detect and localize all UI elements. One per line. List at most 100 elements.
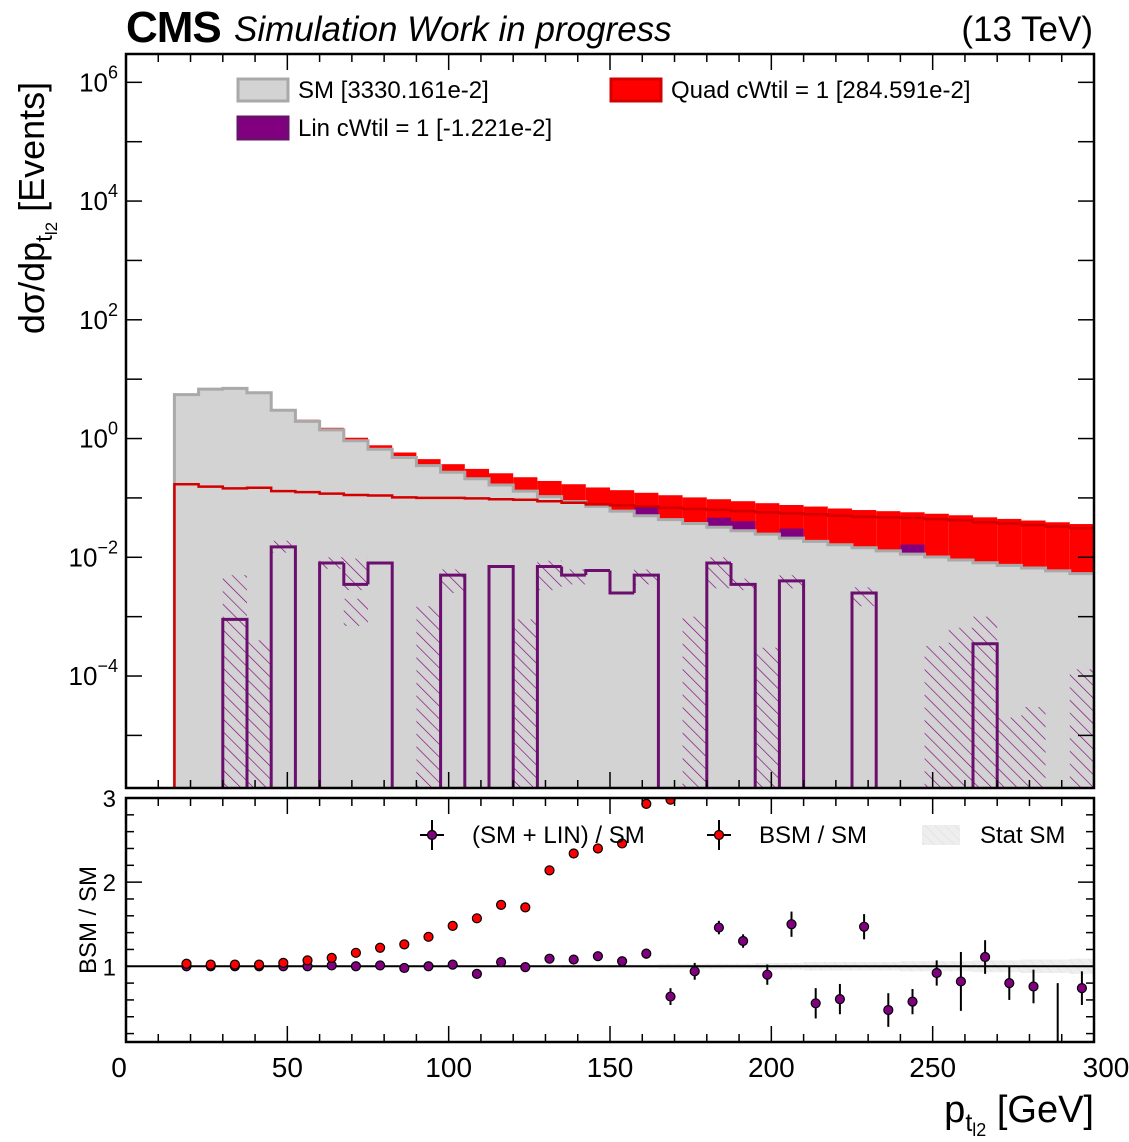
point-lin — [762, 969, 773, 980]
main-panel: 106 104 102 100 10−2 10−4 dσ/dptl2 [Events] SM … — [11, 52, 1096, 790]
lin-stack-bar — [634, 506, 659, 516]
point-lin — [423, 961, 434, 972]
quad-bar — [368, 445, 393, 450]
x-tick-label: 250 — [909, 1052, 956, 1083]
point-lin — [931, 967, 942, 979]
sm-bar — [368, 449, 393, 788]
x-tick-label: 150 — [587, 1052, 634, 1083]
extra-text: Simulation Work in progress — [234, 10, 672, 49]
lin-hatch-box — [440, 569, 465, 594]
point-lin — [665, 991, 676, 1002]
point-bsm — [447, 920, 458, 931]
point-lin — [883, 1004, 894, 1016]
lin-step-line — [632, 573, 660, 788]
point-bsm — [520, 902, 531, 913]
quad-step-line — [173, 482, 1094, 788]
sm-step-line — [172, 386, 1094, 788]
lin-step-line — [705, 561, 731, 788]
lin-hatch-box — [247, 640, 272, 788]
point-bsm — [568, 848, 579, 859]
quad-bar — [489, 473, 514, 486]
lin-hatch-box — [1021, 707, 1046, 788]
point-lin — [689, 966, 700, 977]
quad-bar — [924, 513, 949, 558]
point-lin — [737, 935, 749, 947]
quad-bar — [610, 490, 635, 512]
sm-bar — [561, 501, 587, 788]
point-lin — [568, 954, 579, 965]
y-tick-label: 102 — [79, 300, 118, 335]
sm-bar — [803, 541, 829, 788]
lin-stack-bar — [779, 528, 804, 539]
experiment-label: CMS — [126, 3, 222, 52]
point-bsm — [665, 798, 676, 805]
lin-hatch-box — [222, 575, 247, 788]
lin-stack-bar — [706, 517, 731, 528]
lin-hatch-box — [561, 569, 586, 585]
quad-bar — [803, 506, 828, 542]
legend-marker-bsm — [713, 829, 725, 841]
point-lin — [496, 956, 507, 968]
sm-bar — [876, 550, 901, 788]
point-bsm — [205, 959, 216, 970]
legend-label-sm: SM [3330.161e-2] — [298, 77, 489, 104]
point-bsm — [592, 843, 604, 854]
quad-bar — [464, 468, 489, 479]
sm-bar — [1045, 570, 1071, 788]
point-bsm — [399, 939, 410, 950]
x-tick-label: 200 — [748, 1052, 795, 1083]
legend-label-lin: Lin cWtil = 1 [-1.221e-2] — [298, 115, 552, 142]
quad-bar — [755, 503, 780, 535]
y-axis-label: dσ/dptl2 [Events] — [11, 82, 61, 334]
lin-step-line — [971, 642, 999, 788]
sm-bar — [271, 410, 296, 788]
quad-bar — [948, 515, 973, 561]
lin-hatch-box — [948, 627, 973, 788]
point-bsm — [544, 865, 555, 876]
lin-step-line — [729, 563, 757, 788]
point-lin — [544, 953, 555, 964]
legend-marker-lin — [426, 829, 438, 841]
point-lin — [447, 959, 458, 970]
point-lin — [1076, 983, 1088, 994]
legend-swatch-lin — [236, 115, 290, 141]
quad-bar — [1045, 522, 1070, 571]
sm-bar — [852, 547, 877, 788]
point-lin — [834, 993, 846, 1005]
quad-bar — [997, 518, 1022, 566]
lin-step-line — [221, 617, 249, 788]
quad-bar — [440, 464, 465, 473]
legend-swatch-sm — [236, 77, 290, 103]
point-bsm — [302, 955, 313, 966]
point-bsm — [350, 947, 361, 958]
y-tick-label: 106 — [79, 62, 118, 97]
point-bsm — [496, 899, 507, 910]
lin-step-line — [366, 561, 394, 788]
lin-hatch-box — [634, 569, 659, 585]
quad-bar — [1069, 524, 1094, 574]
quad-bar — [682, 497, 707, 524]
quad-bar — [1021, 520, 1046, 568]
lin-hatch-box — [852, 587, 877, 607]
lin-hatch-box — [416, 606, 441, 788]
point-bsm — [471, 913, 482, 924]
point-bsm — [326, 952, 337, 963]
sm-bar — [489, 485, 514, 788]
sm-bar — [900, 554, 926, 788]
quad-bar — [585, 487, 610, 507]
sm-bar — [585, 506, 611, 788]
x-tick-label: 0 — [111, 1052, 127, 1083]
point-lin — [1004, 978, 1015, 989]
quad-bar — [416, 459, 441, 466]
lin-hatch-box — [1069, 669, 1094, 788]
point-lin — [979, 951, 991, 963]
point-lin — [471, 968, 482, 979]
lin-hatch-box — [513, 619, 538, 788]
lin-step-line — [560, 566, 586, 577]
main-plot-area — [172, 386, 1094, 788]
sm-bar — [440, 472, 466, 788]
point-bsm — [181, 958, 192, 969]
x-axis-label: ptl2 [GeV] — [944, 1089, 1094, 1140]
quad-bar — [561, 484, 586, 502]
